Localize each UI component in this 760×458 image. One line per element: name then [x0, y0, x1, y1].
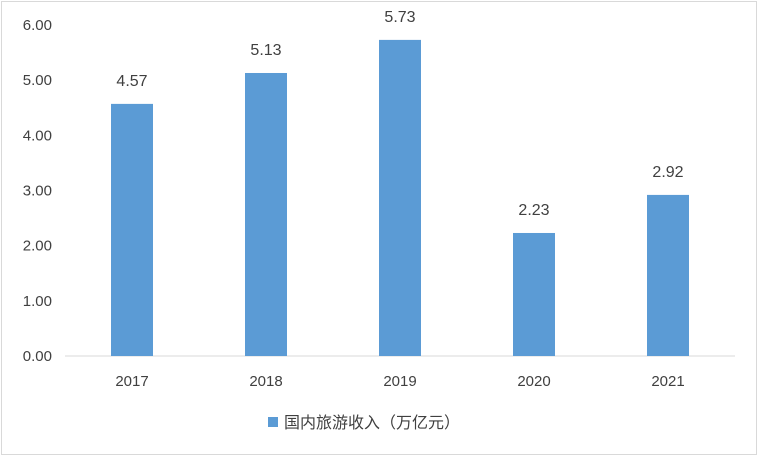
bar-2020: [513, 232, 555, 356]
y-tick-label: 5.00: [23, 72, 52, 89]
x-tick-label: 2018: [249, 373, 282, 390]
x-axis-ticks: 2017 2018 2019 2020 2021: [115, 373, 684, 390]
y-tick-label: 1.00: [23, 293, 52, 310]
bar-2017: [111, 103, 153, 356]
legend-swatch: [268, 417, 278, 427]
data-label-2017: 4.57: [116, 73, 147, 90]
x-tick-label: 2019: [383, 373, 416, 390]
legend: 国内旅游收入（万亿元）: [268, 413, 460, 432]
y-tick-label: 3.00: [23, 183, 52, 200]
bar-2021: [647, 194, 689, 356]
bar-2019: [379, 39, 421, 357]
data-label-2018: 5.13: [250, 42, 281, 59]
data-label-2019: 5.73: [384, 9, 415, 26]
y-tick-label: 0.00: [23, 348, 52, 365]
x-tick-label: 2020: [517, 373, 550, 390]
data-labels: 4.57 5.13 5.73 2.23 2.92: [116, 9, 683, 219]
x-tick-label: 2021: [651, 373, 684, 390]
y-tick-label: 2.00: [23, 238, 52, 255]
bars: [111, 39, 689, 357]
bar-2018: [245, 72, 287, 357]
y-tick-label: 4.00: [23, 127, 52, 144]
data-label-2020: 2.23: [518, 202, 549, 219]
legend-label: 国内旅游收入（万亿元）: [284, 413, 460, 432]
x-tick-label: 2017: [115, 373, 148, 390]
data-label-2021: 2.92: [652, 164, 683, 181]
y-axis-ticks: 0.00 1.00 2.00 3.00 4.00 5.00 6.00: [23, 17, 52, 365]
y-tick-label: 6.00: [23, 17, 52, 34]
